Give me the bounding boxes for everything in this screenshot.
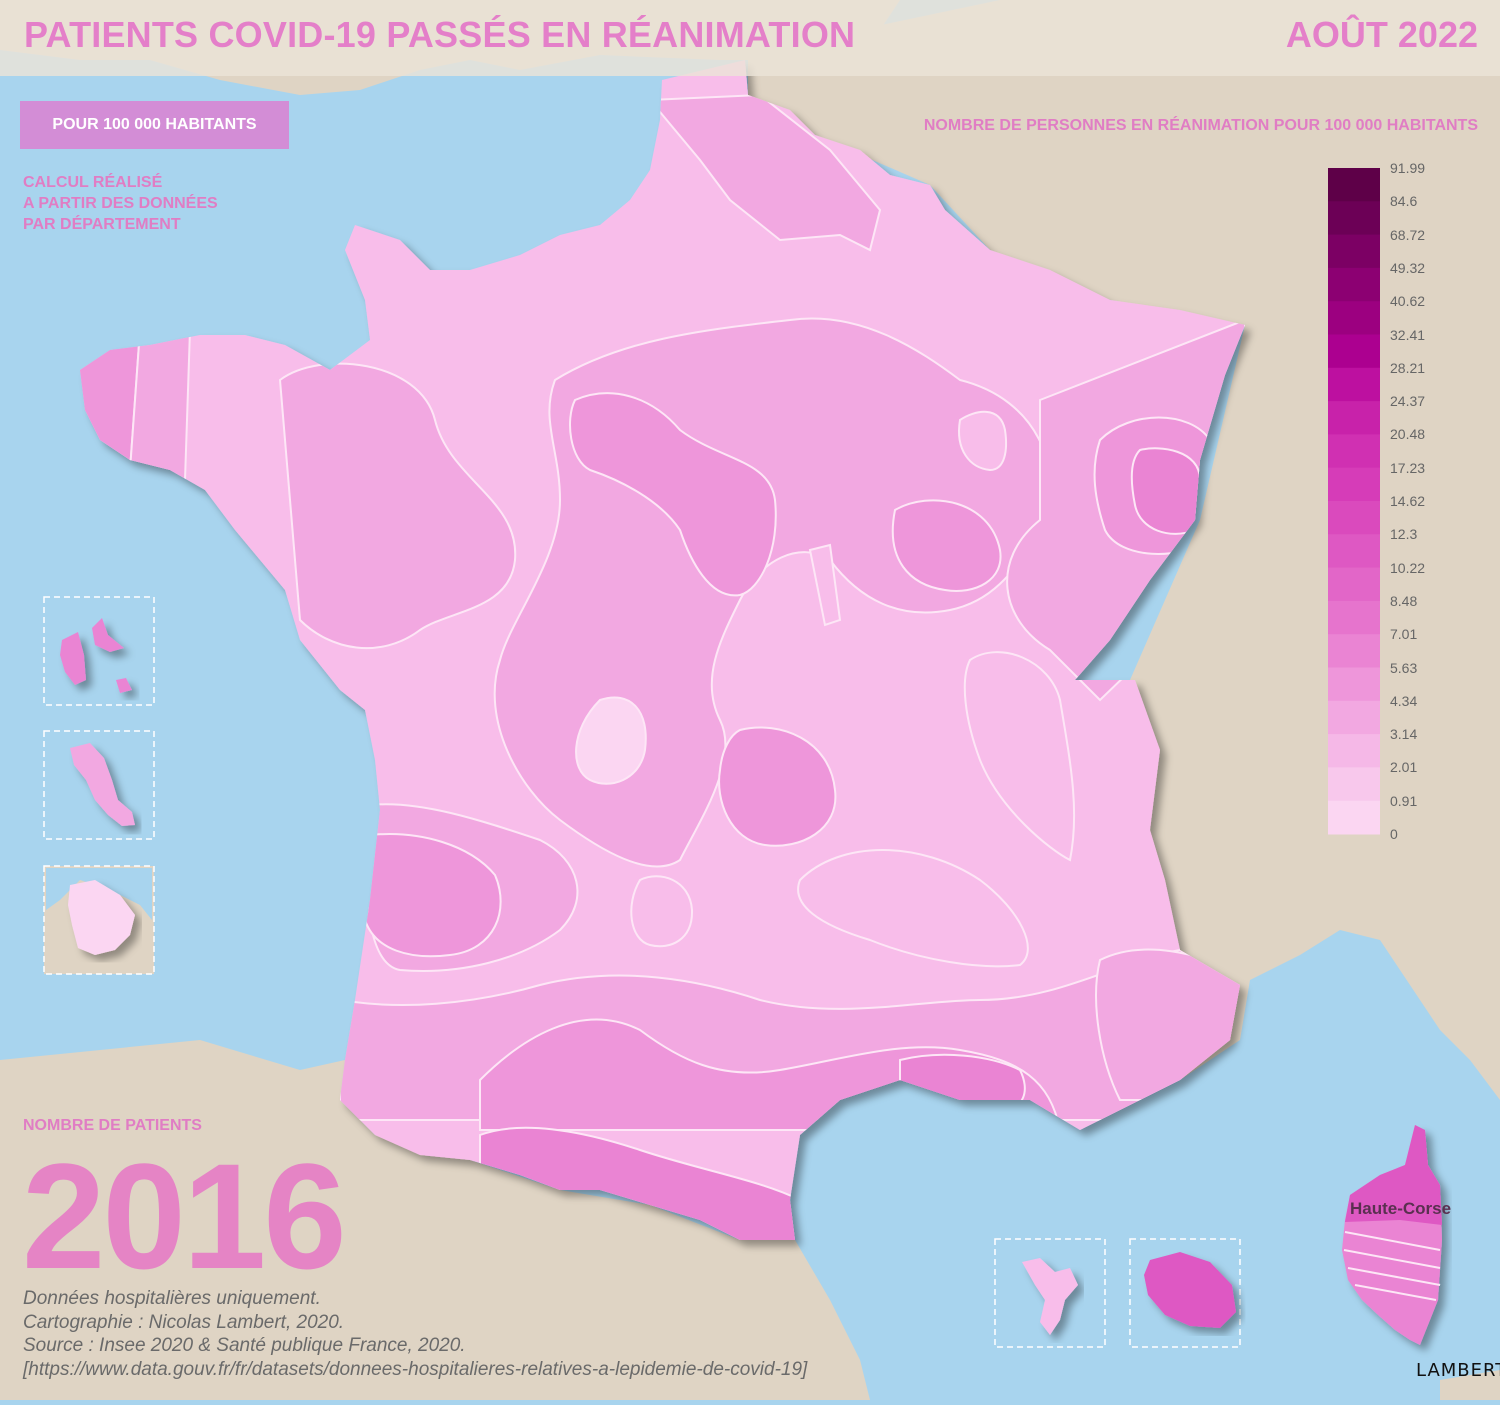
- corsica-isolines: [1343, 1231, 1441, 1301]
- guyane-sea: [46, 868, 152, 920]
- legend-tick-label: 7.01: [1390, 626, 1418, 643]
- zone-limousin-pale: [575, 696, 647, 785]
- credit-line: Cartographie : Nicolas Lambert, 2020.: [23, 1311, 345, 1333]
- inset-mayotte: [994, 1238, 1106, 1348]
- zone-brittany-west: [80, 329, 142, 471]
- zone-north: [647, 93, 882, 252]
- legend-tick-label: 20.48: [1390, 426, 1426, 443]
- haute-corse-shape: [1345, 1125, 1442, 1225]
- martinique-shape: [70, 743, 135, 826]
- inset-martinique: [43, 730, 155, 840]
- legend-tick-label: 2.01: [1390, 759, 1418, 776]
- legend-title: NOMBRE DE PERSONNES EN RÉANIMATION POUR …: [923, 117, 1478, 134]
- legend-tick-label: 5.63: [1390, 659, 1418, 676]
- calc-line: A PARTIR DES DONNÉES: [23, 195, 218, 212]
- legend-tick-label: 40.62: [1390, 293, 1426, 310]
- zone-alps-pale: [963, 651, 1076, 862]
- legend-class-swatch: [1328, 234, 1380, 269]
- legend-tick-label: 28.21: [1390, 359, 1426, 376]
- legend-tick-label: 8.48: [1390, 592, 1418, 609]
- calculation-note: CALCUL RÉALISÉ A PARTIR DES DONNÉES PAR …: [23, 172, 283, 235]
- legend-tick-label: 0.91: [1390, 792, 1418, 809]
- italy-coast: [1420, 990, 1500, 1100]
- legend-class-swatch: [1328, 600, 1380, 635]
- zone-lorraine: [891, 499, 1002, 592]
- sardinia-coast: [1440, 1370, 1500, 1400]
- credit-line: Données hospitalières uniquement.: [23, 1288, 321, 1309]
- legend-tick-label: 4.34: [1390, 692, 1418, 709]
- legend-tick-label: 24.37: [1390, 393, 1426, 410]
- legend-class-swatch: [1328, 767, 1380, 802]
- legend-tick-label: 0: [1390, 826, 1398, 842]
- continental-europe: [748, 0, 1500, 1080]
- zone-champagne-pale: [958, 410, 1008, 472]
- per-100k-button[interactable]: POUR 100 000 HABITANTS: [20, 101, 289, 149]
- legend-class-swatch: [1328, 667, 1380, 702]
- credits: Données hospitalières uniquement. Cartog…: [23, 1287, 807, 1381]
- legend-tick-label: 32.41: [1390, 326, 1426, 343]
- credit-line: Source : Insee 2020 & Santé publique Fra…: [23, 1335, 466, 1356]
- legend-tick-label: 49.32: [1390, 259, 1426, 276]
- zone-centre-pale: [630, 875, 694, 948]
- legend-tick-label: 14.62: [1390, 493, 1426, 509]
- legend-tick-label: 91.99: [1390, 160, 1426, 176]
- inset-guadeloupe: [43, 596, 155, 706]
- zone-burgundy-pale: [808, 543, 842, 627]
- calc-line: PAR DÉPARTEMENT: [23, 216, 181, 233]
- calc-line: CALCUL RÉALISÉ: [23, 174, 163, 191]
- legend-class-swatch: [1328, 401, 1380, 435]
- legend-tick-label: 84.6: [1390, 193, 1418, 210]
- reunion-shape: [1144, 1252, 1236, 1328]
- legend-tick-label: 12.3: [1390, 526, 1418, 543]
- mayotte-shape: [1022, 1258, 1078, 1335]
- guyane-shape: [68, 880, 135, 955]
- legend-class-swatch: [1328, 634, 1380, 668]
- zone-alsace-core: [1130, 447, 1202, 535]
- zone-rhone-pale: [797, 849, 1029, 968]
- author-signature: LAMBERT: [1416, 1360, 1500, 1381]
- guadeloupe-shape: [60, 618, 132, 693]
- inset-guyane: [43, 865, 155, 975]
- legend-class-swatch: [1328, 301, 1380, 335]
- legend-tick-label: 10.22: [1390, 559, 1426, 576]
- inset-reunion: [1129, 1238, 1241, 1348]
- legend-class-swatch: [1328, 267, 1380, 302]
- legend-class-swatch: [1328, 201, 1380, 236]
- legend-class-swatch: [1328, 168, 1380, 202]
- zone-paris: [569, 392, 777, 597]
- haute-corse-label: Haute-Corse: [1350, 1199, 1452, 1218]
- legend-class-swatch: [1328, 700, 1380, 735]
- iberia-coast: [0, 1040, 870, 1400]
- legend-tick-label: 3.14: [1390, 726, 1418, 743]
- header-band: [0, 0, 1500, 76]
- legend-class-swatch: [1328, 467, 1380, 502]
- zone-brittany-mid: [128, 329, 192, 482]
- patient-count-label: NOMBRE DE PATIENTS: [23, 1117, 202, 1134]
- legend-color-scale: [1328, 168, 1380, 835]
- legend-class-swatch: [1328, 367, 1380, 402]
- zone-auvergne: [718, 726, 837, 847]
- legend-class-swatch: [1328, 334, 1380, 369]
- france-isolines: [80, 93, 1245, 1240]
- legend-tick-label: 68.72: [1390, 226, 1426, 243]
- legend-class-swatch: [1328, 800, 1380, 835]
- legend-class-swatch: [1328, 501, 1380, 535]
- patient-count-value: 2016: [22, 1132, 347, 1300]
- legend-tick-label: 17.23: [1390, 459, 1426, 476]
- legend-class-swatch: [1328, 567, 1380, 602]
- legend-class-swatch: [1328, 534, 1380, 569]
- zone-loire: [278, 362, 517, 650]
- corsica: [1342, 1125, 1442, 1345]
- page-title: PATIENTS COVID-19 PASSÉS EN RÉANIMATION: [24, 14, 856, 55]
- source-link[interactable]: [https://www.data.gouv.fr/fr/datasets/do…: [23, 1358, 808, 1380]
- legend-class-swatch: [1328, 734, 1380, 768]
- date-label: AOÛT 2022: [1285, 14, 1478, 55]
- legend-class-swatch: [1328, 434, 1380, 469]
